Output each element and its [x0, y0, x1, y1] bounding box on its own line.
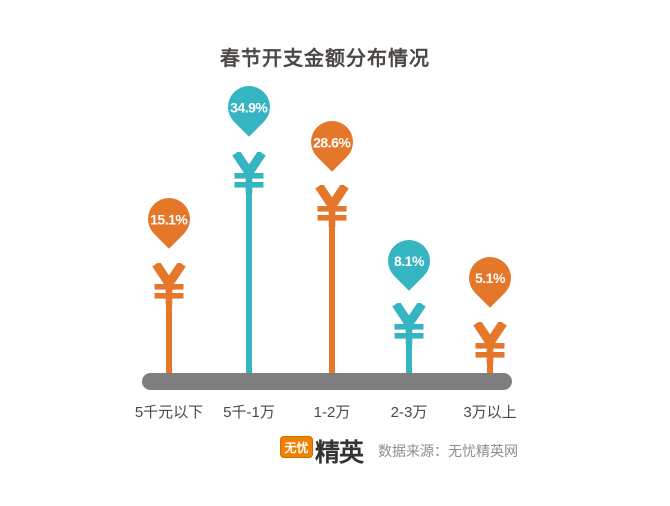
balloon-marker: 5.1% — [460, 248, 520, 308]
balloon-marker: 28.6% — [302, 112, 362, 172]
baseline-bar — [142, 373, 512, 390]
balloon-pin-shape: 28.6% — [302, 112, 362, 172]
yen-symbol-icon — [392, 303, 426, 345]
category-label-4: 2-3万 — [390, 404, 428, 421]
balloon-pin-shape: 34.9% — [219, 77, 279, 137]
yen-symbol-icon — [315, 185, 349, 227]
lollipop-stick — [166, 299, 172, 374]
chart-column-5: 5.1% — [450, 248, 530, 374]
value-label: 5.1% — [475, 270, 505, 287]
category-label-1: 5千元以下 — [134, 404, 204, 421]
lollipop-stick — [406, 339, 412, 374]
value-label: 34.9% — [230, 99, 268, 116]
yen-symbol-icon — [232, 152, 266, 194]
data-source-text: 数据来源：无忧精英网 — [378, 443, 518, 459]
category-label-3: 1-2万 — [313, 404, 351, 421]
balloon-pin-shape: 5.1% — [460, 248, 520, 308]
chart-column-3: 28.6% — [292, 112, 372, 374]
balloon-pin-shape: 8.1% — [379, 231, 439, 291]
value-label: 8.1% — [394, 253, 424, 270]
yen-symbol-icon — [473, 322, 507, 364]
brand-logo-badge: 无忧 — [280, 436, 313, 458]
category-label-2: 5千-1万 — [223, 404, 275, 421]
value-label: 15.1% — [150, 211, 188, 228]
chart-column-4: 8.1% — [369, 231, 449, 374]
value-label: 28.6% — [313, 134, 351, 151]
balloon-marker: 34.9% — [219, 77, 279, 137]
lollipop-stick — [246, 188, 252, 374]
lollipop-stick — [329, 221, 335, 374]
category-label-5: 3万以上 — [463, 404, 517, 421]
chart-title: 春节开支金额分布情况 — [220, 48, 430, 70]
yen-symbol-icon — [152, 263, 186, 305]
brand-logo-badge-text: 无忧 — [284, 440, 309, 455]
lollipop-stick — [487, 358, 493, 374]
chart-column-2: 34.9% — [209, 77, 289, 374]
balloon-marker: 8.1% — [379, 231, 439, 291]
balloon-pin-shape: 15.1% — [139, 189, 199, 249]
chart-column-1: 15.1% — [129, 189, 209, 374]
brand-logo-text: 精英 — [315, 439, 364, 467]
balloon-marker: 15.1% — [139, 189, 199, 249]
